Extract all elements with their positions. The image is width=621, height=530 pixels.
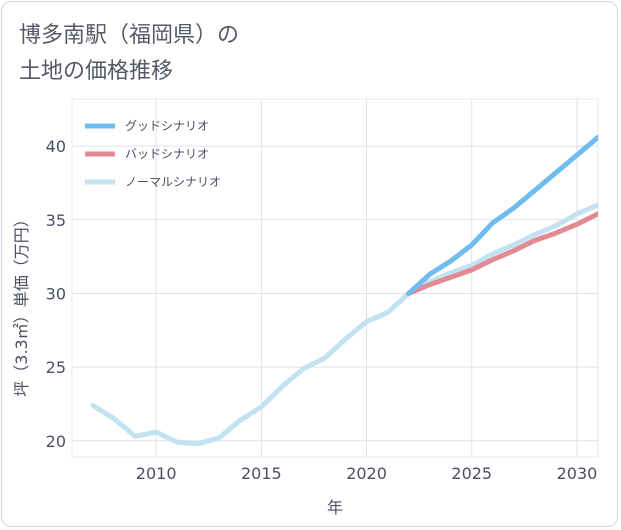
y-tick-label: 30 [46, 284, 66, 303]
y-tick-label: 35 [46, 211, 66, 230]
x-tick-label: 2030 [557, 464, 598, 483]
x-tick-label: 2025 [451, 464, 492, 483]
y-tick-label: 20 [46, 432, 66, 451]
y-axis-ticks: 20 25 30 35 40 [46, 137, 66, 451]
x-axis-label: 年 [327, 498, 343, 517]
gridlines [72, 99, 598, 457]
x-tick-label: 2020 [346, 464, 387, 483]
x-axis-ticks: 2010 2015 2020 2025 2030 [136, 464, 598, 483]
chart-title-line2: 土地の価格推移 [19, 59, 174, 84]
legend-label-normal: ノーマルシナリオ [125, 175, 221, 189]
x-tick-label: 2015 [241, 464, 282, 483]
series-line-bad [406, 211, 598, 296]
plot-area [71, 98, 599, 458]
y-axis-label: 坪（3.3㎡）単価（万円） [12, 211, 31, 396]
y-tick-label: 40 [46, 137, 66, 156]
chart-title: 博多南駅（福岡県）の 土地の価格推移 [19, 18, 239, 90]
legend-label-bad: バッドシナリオ [125, 147, 209, 161]
legend-label-good: グッドシナリオ [125, 119, 209, 133]
series-lines [90, 134, 598, 447]
x-tick-label: 2010 [136, 464, 177, 483]
series-line-good [406, 134, 598, 296]
series-line-normal [90, 202, 598, 447]
y-tick-label: 25 [46, 358, 66, 377]
chart-title-line1: 博多南駅（福岡県）の [19, 23, 240, 48]
